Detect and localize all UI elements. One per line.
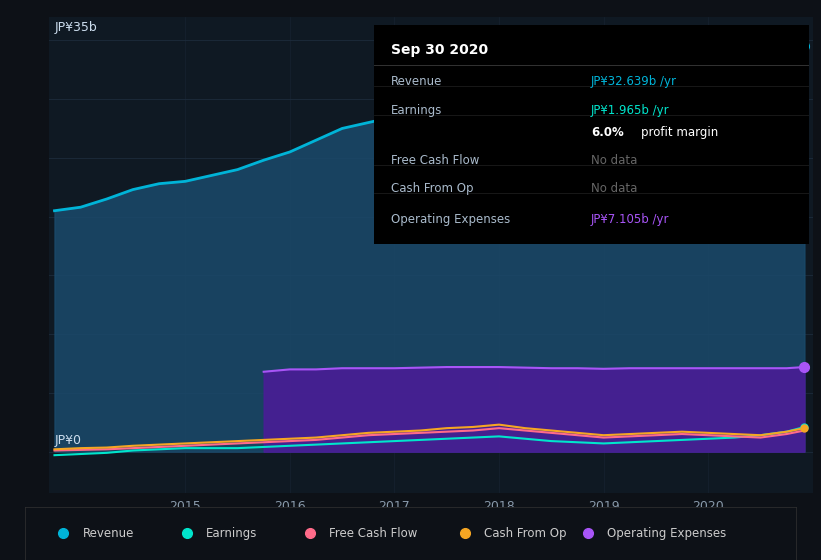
Text: JP¥0: JP¥0 [54, 434, 81, 447]
Text: Cash From Op: Cash From Op [484, 527, 566, 540]
Text: JP¥1.965b /yr: JP¥1.965b /yr [591, 104, 670, 117]
Text: profit margin: profit margin [641, 125, 718, 139]
Text: Revenue: Revenue [83, 527, 134, 540]
Text: JP¥7.105b /yr: JP¥7.105b /yr [591, 213, 670, 226]
Text: Sep 30 2020: Sep 30 2020 [391, 43, 488, 57]
Text: JP¥35b: JP¥35b [54, 21, 97, 34]
Text: Earnings: Earnings [391, 104, 443, 117]
Text: Operating Expenses: Operating Expenses [391, 213, 510, 226]
Text: Operating Expenses: Operating Expenses [608, 527, 727, 540]
Text: No data: No data [591, 183, 637, 195]
Text: No data: No data [591, 154, 637, 167]
Text: Cash From Op: Cash From Op [391, 183, 474, 195]
Text: 6.0%: 6.0% [591, 125, 624, 139]
Text: Free Cash Flow: Free Cash Flow [329, 527, 418, 540]
Text: Free Cash Flow: Free Cash Flow [391, 154, 479, 167]
Text: Earnings: Earnings [206, 527, 257, 540]
Text: JP¥32.639b /yr: JP¥32.639b /yr [591, 76, 677, 88]
Text: Revenue: Revenue [391, 76, 443, 88]
